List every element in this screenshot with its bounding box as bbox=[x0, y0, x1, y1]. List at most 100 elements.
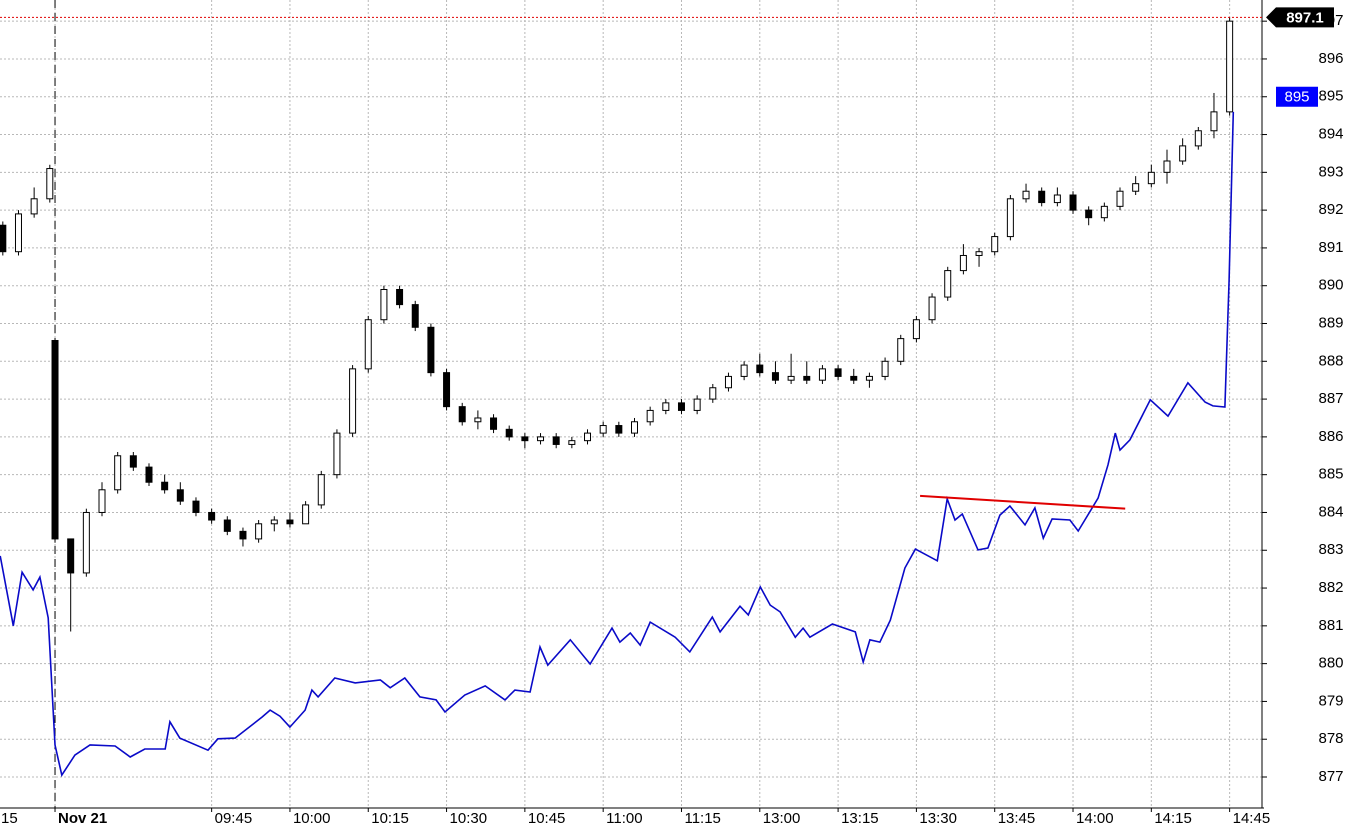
candle-body bbox=[881, 360, 889, 377]
candle-body bbox=[239, 530, 247, 540]
x-tick-label: 10:45 bbox=[528, 810, 566, 827]
y-tick-label: 889 bbox=[1318, 314, 1343, 331]
candle-body bbox=[584, 432, 592, 442]
candle-body bbox=[1100, 205, 1108, 219]
candle-body bbox=[724, 375, 732, 389]
y-tick-label: 891 bbox=[1318, 239, 1343, 256]
y-tick-label: 877 bbox=[1318, 768, 1343, 785]
candle-body bbox=[286, 519, 294, 525]
candle-body bbox=[740, 364, 748, 377]
candle-body bbox=[333, 432, 341, 476]
x-tick-label: 11:00 bbox=[606, 810, 642, 827]
candle-body bbox=[396, 288, 404, 306]
overlay-line bbox=[0, 111, 1235, 778]
x-tick-label: 10:00 bbox=[293, 810, 331, 827]
candle-body bbox=[349, 368, 357, 434]
candle-body bbox=[30, 198, 38, 215]
candle-body bbox=[0, 224, 7, 253]
x-tick-label: 13:00 bbox=[763, 810, 801, 827]
candle-body bbox=[787, 375, 795, 381]
candle-body bbox=[192, 500, 200, 513]
trendline bbox=[919, 494, 1126, 510]
candle-body bbox=[599, 425, 607, 434]
price-tag bbox=[1266, 7, 1334, 28]
y-tick-label: 883 bbox=[1318, 541, 1343, 558]
candle-body bbox=[552, 436, 560, 445]
price-tag-label: 895 bbox=[1284, 89, 1309, 106]
x-tick-label: 09:45 bbox=[215, 810, 253, 827]
candle-body bbox=[14, 213, 22, 253]
candle-body bbox=[98, 489, 106, 513]
candle-body bbox=[537, 436, 545, 442]
candle-body bbox=[46, 168, 54, 200]
candle-body bbox=[818, 368, 826, 381]
candle-body bbox=[646, 409, 654, 423]
candle-body bbox=[145, 466, 153, 483]
y-tick-label: 890 bbox=[1318, 277, 1343, 294]
candle-body bbox=[1210, 111, 1218, 132]
candle-body bbox=[1179, 145, 1187, 162]
candle-body bbox=[975, 251, 983, 256]
y-tick-label: 882 bbox=[1318, 579, 1343, 596]
candle-body bbox=[1132, 183, 1140, 192]
candle-body bbox=[1053, 194, 1061, 204]
candle-body bbox=[693, 398, 701, 411]
candle-body bbox=[756, 364, 764, 374]
candle-body bbox=[521, 436, 529, 442]
x-tick-label: 13:45 bbox=[998, 810, 1036, 827]
candle-body bbox=[677, 402, 685, 411]
candle-body bbox=[129, 455, 137, 468]
candle-body bbox=[850, 375, 858, 381]
candle-body bbox=[944, 270, 952, 298]
y-tick-label: 887 bbox=[1318, 390, 1343, 407]
y-tick-label: 885 bbox=[1318, 466, 1343, 483]
price-tag-label: 897.1 bbox=[1286, 9, 1324, 26]
candle-body bbox=[443, 372, 451, 408]
x-tick-label: 15 bbox=[1, 810, 18, 827]
y-tick-label: 886 bbox=[1318, 428, 1343, 445]
x-tick-label: 14:15 bbox=[1154, 810, 1192, 827]
candle-body bbox=[912, 319, 920, 340]
candle-body bbox=[1163, 160, 1171, 173]
candle-body bbox=[223, 519, 231, 532]
candle-body bbox=[1194, 130, 1202, 147]
candle-body bbox=[255, 523, 263, 540]
candle-body bbox=[630, 421, 638, 434]
x-tick-label: 13:30 bbox=[919, 810, 957, 827]
x-tick-label: 13:15 bbox=[841, 810, 879, 827]
y-tick-label: 892 bbox=[1318, 201, 1343, 218]
y-tick-label: 888 bbox=[1318, 352, 1343, 369]
candle-body bbox=[490, 417, 498, 430]
candle-body bbox=[114, 455, 122, 491]
candle-body bbox=[803, 375, 811, 381]
price-tag bbox=[1276, 86, 1318, 107]
candle-body bbox=[458, 406, 466, 423]
candle-body bbox=[364, 319, 372, 370]
candle-body bbox=[176, 489, 184, 502]
candle-body bbox=[771, 372, 779, 381]
candle-body bbox=[380, 288, 388, 321]
x-tick-label: 14:45 bbox=[1233, 810, 1271, 827]
y-tick-label: 896 bbox=[1318, 50, 1343, 67]
candle-body bbox=[427, 326, 435, 374]
y-tick-label: 895 bbox=[1318, 88, 1343, 105]
candle-body bbox=[834, 368, 842, 377]
candle-body bbox=[897, 338, 905, 362]
x-tick-label: 10:30 bbox=[450, 810, 488, 827]
candle-body bbox=[1038, 190, 1046, 204]
candle-body bbox=[928, 296, 936, 321]
candle-body bbox=[82, 511, 90, 574]
candle-body bbox=[959, 254, 967, 272]
candle-body bbox=[67, 538, 75, 574]
candle-body bbox=[208, 511, 216, 521]
candle-body bbox=[1085, 209, 1093, 219]
candle-body bbox=[568, 440, 576, 445]
candle-body bbox=[991, 236, 999, 253]
candle-body bbox=[317, 474, 325, 506]
candle-body bbox=[1116, 190, 1124, 207]
candle-body bbox=[474, 417, 482, 423]
candle-body bbox=[865, 375, 873, 381]
